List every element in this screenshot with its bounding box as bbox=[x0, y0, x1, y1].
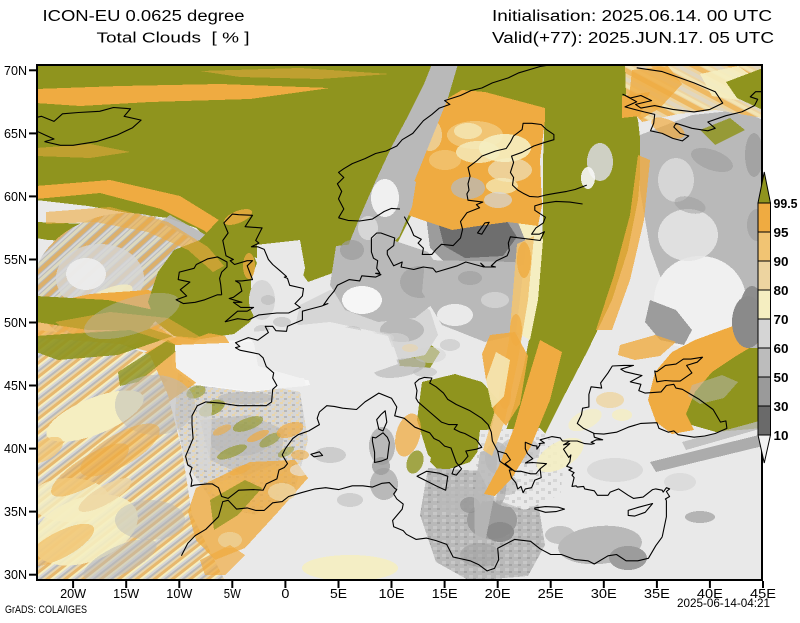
svg-text:45E: 45E bbox=[750, 587, 776, 601]
svg-text:Initialisation: 2025.06.14. 00: Initialisation: 2025.06.14. 00 UTC bbox=[492, 8, 772, 25]
svg-text:GrADS: COLA/IGES: GrADS: COLA/IGES bbox=[5, 604, 87, 616]
svg-text:90: 90 bbox=[774, 254, 789, 269]
svg-text:0: 0 bbox=[281, 587, 289, 601]
svg-text:60N: 60N bbox=[4, 190, 27, 204]
svg-text:80: 80 bbox=[774, 283, 789, 298]
svg-text:10: 10 bbox=[774, 428, 789, 443]
svg-text:95: 95 bbox=[774, 225, 789, 240]
svg-text:70: 70 bbox=[774, 312, 789, 327]
svg-text:55N: 55N bbox=[4, 253, 27, 267]
svg-text:2025-06-14-04:21: 2025-06-14-04:21 bbox=[677, 596, 770, 610]
svg-text:30E: 30E bbox=[591, 587, 617, 601]
svg-text:Valid(+77): 2025.JUN.17. 05 UT: Valid(+77): 2025.JUN.17. 05 UTC bbox=[492, 30, 774, 47]
svg-text:30N: 30N bbox=[4, 568, 27, 582]
svg-text:20E: 20E bbox=[485, 587, 511, 601]
svg-text:70N: 70N bbox=[4, 64, 27, 78]
svg-text:65N: 65N bbox=[4, 127, 27, 141]
svg-text:30: 30 bbox=[774, 399, 789, 414]
svg-text:40N: 40N bbox=[4, 442, 27, 456]
svg-text:99.5: 99.5 bbox=[774, 196, 798, 211]
svg-text:60: 60 bbox=[774, 341, 789, 356]
svg-text:45N: 45N bbox=[4, 379, 27, 393]
svg-text:10W: 10W bbox=[166, 587, 192, 601]
svg-text:50: 50 bbox=[774, 370, 789, 385]
svg-text:5E: 5E bbox=[330, 587, 347, 601]
svg-text:Total Clouds [ % ]: Total Clouds [ % ] bbox=[97, 30, 250, 47]
svg-text:35N: 35N bbox=[4, 505, 27, 519]
svg-text:50N: 50N bbox=[4, 316, 27, 330]
svg-text:20W: 20W bbox=[60, 587, 86, 601]
svg-text:ICON-EU 0.0625 degree: ICON-EU 0.0625 degree bbox=[43, 8, 245, 25]
svg-text:35E: 35E bbox=[644, 587, 670, 601]
svg-text:15W: 15W bbox=[113, 587, 139, 601]
svg-text:10E: 10E bbox=[379, 587, 405, 601]
svg-text:40E: 40E bbox=[697, 587, 723, 601]
svg-text:25E: 25E bbox=[538, 587, 564, 601]
svg-text:5W: 5W bbox=[224, 587, 241, 601]
svg-text:15E: 15E bbox=[432, 587, 458, 601]
